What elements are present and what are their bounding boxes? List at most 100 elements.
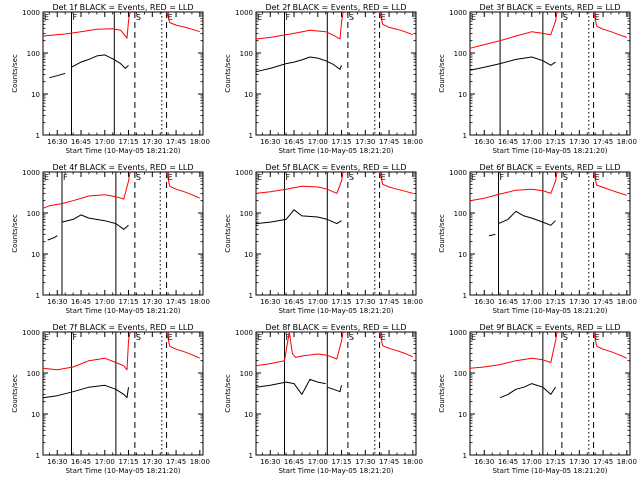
- y-axis-label: Counts/sec: [11, 214, 19, 253]
- y-tick-label: 1: [463, 132, 467, 140]
- panel-det-3: Det 3f BLACK = Events, RED = LLD 1 10 100 10…: [438, 3, 637, 155]
- marker-label: E: [44, 173, 49, 182]
- x-tick-label: 16:45: [498, 458, 518, 466]
- panel-det-9: Det 9f BLACK = Events, RED = LLD 1 10 100 10…: [438, 323, 637, 475]
- x-tick-label: 16:45: [498, 138, 518, 146]
- plot-frame: [255, 11, 417, 136]
- y-tick-label: 10: [244, 251, 253, 259]
- x-axis-label: Start Time (10-May-05 18:21:20): [278, 467, 393, 475]
- marker-label: S: [136, 333, 141, 342]
- x-tick-label: 17:15: [118, 458, 138, 466]
- events-series-line: [488, 233, 496, 237]
- panel-title: Det 4f BLACK = Events, RED = LLD: [52, 163, 193, 172]
- x-tick-label: 17:30: [355, 298, 375, 306]
- marker-label: S: [563, 13, 568, 22]
- lld-series-line: [379, 331, 413, 358]
- y-tick-label: 1: [249, 292, 253, 300]
- lld-series-line: [469, 171, 558, 202]
- x-tick-label: 16:45: [284, 138, 304, 146]
- panel-title: Det 6f BLACK = Events, RED = LLD: [479, 163, 620, 172]
- panel-det-5: Det 5f BLACK = Events, RED = LLD 1 10 100 10…: [224, 163, 423, 315]
- x-tick-label: 16:30: [260, 298, 280, 306]
- marker-label: S: [563, 173, 568, 182]
- y-axis-label: Counts/sec: [224, 214, 232, 253]
- y-tick-label: 1000: [449, 169, 467, 177]
- x-tick-label: 17:30: [355, 458, 375, 466]
- marker-label: E: [381, 333, 386, 342]
- y-tick-label: 1: [249, 452, 253, 460]
- x-tick-label: 17:45: [166, 458, 186, 466]
- panel-title: Det 8f BLACK = Events, RED = LLD: [265, 323, 406, 332]
- x-axis-label: Start Time (10-May-05 18:21:20): [65, 467, 180, 475]
- x-axis-label: Start Time (10-May-05 18:21:20): [492, 307, 607, 315]
- x-tick-label: 17:15: [331, 458, 351, 466]
- y-tick-label: 1: [36, 132, 40, 140]
- marker-label: F: [73, 13, 78, 22]
- marker-label: F: [73, 333, 78, 342]
- marker-label: F: [286, 173, 291, 182]
- x-tick-label: 18:00: [190, 458, 210, 466]
- x-tick-label: 17:30: [142, 458, 162, 466]
- x-tick-label: 17:15: [545, 138, 565, 146]
- x-tick-label: 16:45: [498, 298, 518, 306]
- x-tick-label: 17:45: [593, 138, 613, 146]
- x-tick-label: 17:45: [593, 458, 613, 466]
- lld-series-line: [255, 171, 344, 194]
- events-series-line: [255, 209, 342, 225]
- x-tick-label: 17:45: [379, 458, 399, 466]
- x-tick-label: 16:45: [71, 458, 91, 466]
- x-tick-label: 18:00: [403, 458, 423, 466]
- x-tick-label: 17:30: [142, 138, 162, 146]
- lld-series-line: [42, 331, 131, 371]
- x-tick-label: 16:45: [71, 298, 91, 306]
- x-tick-label: 16:30: [474, 458, 494, 466]
- y-tick-label: 10: [244, 411, 253, 419]
- lld-series-line: [593, 331, 628, 359]
- y-axis-label: Counts/sec: [224, 374, 232, 413]
- lld-series-line: [166, 11, 200, 33]
- x-tick-label: 17:45: [379, 138, 399, 146]
- x-tick-label: 17:00: [95, 298, 115, 306]
- panel-title: Det 7f BLACK = Events, RED = LLD: [52, 323, 193, 332]
- lld-series-line: [166, 171, 201, 199]
- x-tick-label: 16:30: [474, 298, 494, 306]
- x-tick-label: 17:00: [522, 458, 542, 466]
- marker-label: E: [257, 173, 262, 182]
- panel-title: Det 5f BLACK = Events, RED = LLD: [265, 163, 406, 172]
- y-axis-label: Counts/sec: [224, 54, 232, 93]
- x-tick-label: 17:00: [308, 298, 328, 306]
- marker-label: E: [381, 173, 386, 182]
- y-tick-label: 100: [27, 50, 40, 58]
- x-tick-label: 16:45: [71, 138, 91, 146]
- panel-title: Det 3f BLACK = Events, RED = LLD: [479, 3, 620, 12]
- x-tick-label: 17:15: [545, 298, 565, 306]
- events-series-line: [469, 56, 556, 71]
- x-tick-label: 16:30: [474, 138, 494, 146]
- x-tick-label: 16:30: [47, 138, 67, 146]
- x-axis-label: Start Time (10-May-05 18:21:20): [278, 147, 393, 155]
- events-series-line: [498, 210, 556, 226]
- x-tick-label: 16:30: [260, 458, 280, 466]
- lld-series-line: [42, 171, 131, 209]
- x-tick-label: 17:00: [522, 138, 542, 146]
- x-tick-label: 16:30: [47, 458, 67, 466]
- y-tick-label: 10: [31, 411, 40, 419]
- marker-label: E: [471, 333, 476, 342]
- x-tick-label: 17:15: [331, 138, 351, 146]
- events-series-line: [47, 235, 58, 241]
- y-axis-label: Counts/sec: [11, 54, 19, 93]
- x-tick-label: 17:00: [95, 138, 115, 146]
- marker-label: S: [136, 173, 141, 182]
- x-tick-label: 17:30: [355, 138, 375, 146]
- panel-det-6: Det 6f BLACK = Events, RED = LLD 1 10 100 10…: [438, 163, 637, 315]
- panel-det-1: Det 1f BLACK = Events, RED = LLD 1 10 100 10…: [11, 3, 210, 155]
- x-tick-label: 16:30: [260, 138, 280, 146]
- x-axis-label: Start Time (10-May-05 18:21:20): [278, 307, 393, 315]
- panel-title: Det 1f BLACK = Events, RED = LLD: [52, 3, 193, 12]
- x-tick-label: 17:00: [522, 298, 542, 306]
- x-tick-label: 17:00: [308, 138, 328, 146]
- lld-series-line: [255, 331, 344, 367]
- y-tick-label: 100: [454, 50, 467, 58]
- y-axis-label: Counts/sec: [11, 374, 19, 413]
- panel-det-2: Det 2f BLACK = Events, RED = LLD 1 10 100 10…: [224, 3, 423, 155]
